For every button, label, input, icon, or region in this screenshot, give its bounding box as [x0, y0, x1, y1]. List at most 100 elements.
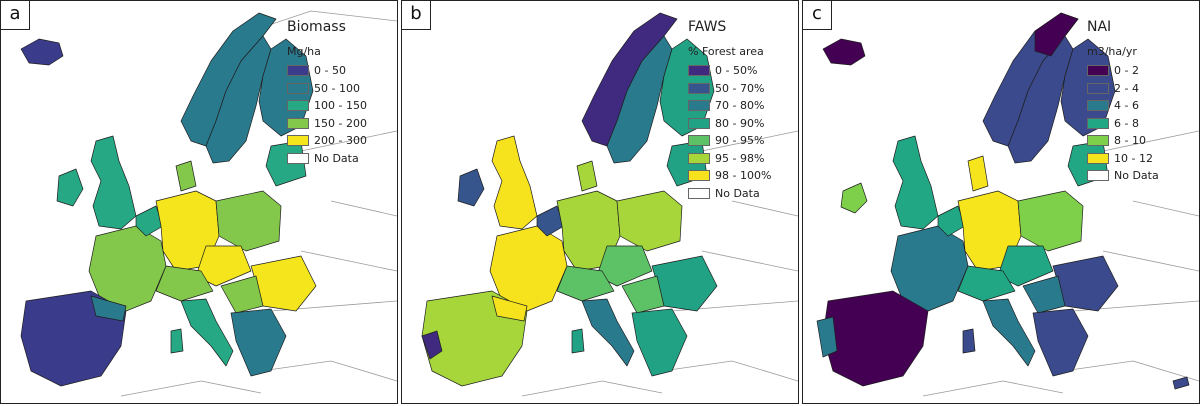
map-nai	[816, 12, 1199, 397]
panel-letter: a	[1, 1, 30, 30]
legend-label: 0 - 2	[1114, 64, 1139, 78]
legend-item: 80 - 90%	[688, 115, 771, 133]
panel-a: a Biomass Mg/ha 0 - 50 50 - 100 100 - 150 1…	[0, 0, 398, 404]
region-italy	[581, 298, 635, 367]
legend-label: 50 - 100	[314, 81, 360, 95]
legend-label: 4 - 6	[1114, 99, 1139, 113]
legend-label: No Data	[715, 186, 760, 200]
legend-item: 200 - 300	[287, 132, 367, 150]
region-balkans	[1032, 308, 1089, 377]
legend-swatch	[287, 117, 309, 129]
legend-title: NAI	[1087, 19, 1112, 35]
legend-label: 2 - 4	[1114, 81, 1139, 95]
legend-unit: % Forest area	[688, 45, 764, 58]
map-biomass	[20, 10, 397, 397]
legend-title: Biomass	[287, 19, 346, 35]
region-balkans	[230, 308, 287, 377]
legend-rows: 0 - 50 50 - 100 100 - 150 150 - 200 200 - 30…	[287, 62, 367, 167]
region-hungary	[220, 275, 264, 314]
region-alps	[556, 265, 615, 302]
region-pyrenees	[90, 295, 127, 322]
legend-label: 6 - 8	[1114, 116, 1139, 130]
legend-swatch	[1087, 65, 1109, 77]
legend-swatch	[1087, 117, 1109, 129]
legend-swatch	[688, 152, 710, 164]
legend-swatch	[287, 82, 309, 94]
legend-item: 90 - 95%	[688, 132, 771, 150]
legend-label: No Data	[1114, 169, 1159, 183]
legend-label: 90 - 95%	[715, 134, 765, 148]
legend-swatch	[1087, 82, 1109, 94]
region-britain	[90, 135, 137, 230]
legend-label: 150 - 200	[314, 116, 367, 130]
legend-label: 10 - 12	[1114, 151, 1153, 165]
outside-borders	[922, 130, 1199, 397]
region-alps	[155, 265, 214, 302]
legend-biomass: Biomass Mg/ha 0 - 50 50 - 100 100 - 150 150…	[287, 19, 367, 167]
legend-item: 0 - 50	[287, 62, 367, 80]
legend-swatch	[287, 100, 309, 112]
legend-item: 150 - 200	[287, 115, 367, 133]
regions	[421, 12, 718, 387]
legend-swatch	[287, 65, 309, 77]
region-balkans	[631, 308, 688, 377]
region-denmark	[576, 160, 598, 192]
region-ireland	[457, 168, 485, 207]
legend-swatch	[688, 135, 710, 147]
region-iceland	[20, 38, 64, 66]
legend-item: 95 - 98%	[688, 150, 771, 168]
outside-borders	[120, 10, 397, 397]
panel-letter: c	[803, 1, 832, 30]
legend-swatch	[1087, 135, 1109, 147]
panel-c: c NAI m3/ha/yr 0 - 2 2 - 4 4 - 6 6 - 8 8 - 1…	[802, 0, 1200, 404]
region-pyrenees	[491, 295, 528, 322]
region-ireland	[56, 168, 84, 207]
legend-unit: m3/ha/yr	[1087, 45, 1137, 58]
legend-label: 50 - 70%	[715, 81, 765, 95]
map-faws	[421, 12, 798, 397]
region-portugal	[816, 316, 838, 358]
region-britain	[491, 135, 538, 230]
region-iceland	[822, 38, 866, 66]
legend-label: 200 - 300	[314, 134, 367, 148]
outside-borders	[521, 130, 798, 397]
region-hungary	[1022, 275, 1066, 314]
legend-nai: NAI m3/ha/yr 0 - 2 2 - 4 4 - 6 6 - 8 8 - 10 1…	[1087, 19, 1159, 185]
region-sardinia	[571, 328, 585, 354]
panel-letter: b	[402, 1, 431, 30]
legend-item: 70 - 80%	[688, 97, 771, 115]
legend-item: 4 - 6	[1087, 97, 1159, 115]
region-denmark	[175, 160, 197, 192]
legend-item: 98 - 100%	[688, 167, 771, 185]
region-denmark	[967, 155, 989, 192]
legend-unit: Mg/ha	[287, 45, 321, 58]
region-alps	[957, 265, 1016, 302]
region-benelux	[536, 205, 565, 237]
region-poland	[1017, 190, 1084, 252]
region-italy	[180, 298, 234, 367]
regions	[20, 12, 317, 387]
legend-swatch	[1087, 152, 1109, 164]
legend-item: 0 - 50%	[688, 62, 771, 80]
legend-item: 8 - 10	[1087, 132, 1159, 150]
legend-item: 100 - 150	[287, 97, 367, 115]
legend-label: 70 - 80%	[715, 99, 765, 113]
region-poland	[215, 190, 282, 252]
region-poland	[616, 190, 683, 252]
legend-item: 0 - 2	[1087, 62, 1159, 80]
region-sardinia	[962, 328, 976, 354]
regions	[816, 12, 1190, 390]
legend-swatch	[1087, 170, 1109, 182]
legend-rows: 0 - 50% 50 - 70% 70 - 80% 80 - 90% 90 - 95% 9…	[688, 62, 771, 202]
panel-b: b FAWS % Forest area 0 - 50% 50 - 70% 70 -…	[401, 0, 799, 404]
legend-item: 50 - 100	[287, 80, 367, 98]
legend-swatch	[688, 100, 710, 112]
legend-item: 6 - 8	[1087, 115, 1159, 133]
legend-swatch	[688, 65, 710, 77]
legend-label: 8 - 10	[1114, 134, 1146, 148]
legend-swatch	[688, 82, 710, 94]
region-britain	[892, 135, 939, 230]
legend-item: 2 - 4	[1087, 80, 1159, 98]
region-sardinia	[170, 328, 184, 354]
